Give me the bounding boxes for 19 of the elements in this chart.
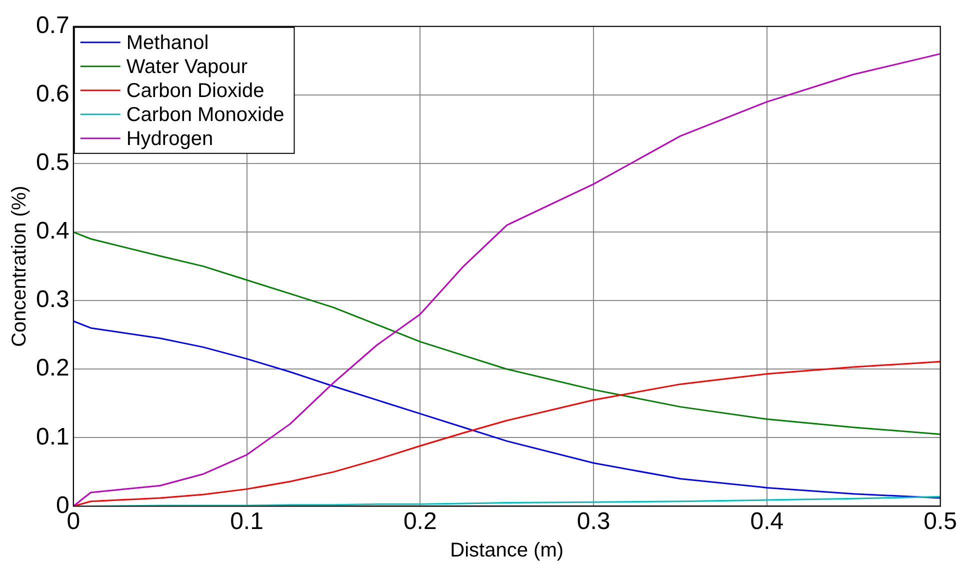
legend-label: Hydrogen [126,128,214,150]
y-tick-label: 0.1 [36,423,70,450]
y-axis-title: Concentration (%) [8,186,31,347]
y-tick-label: 0.3 [36,286,70,314]
legend-label: Carbon Monoxide [126,104,284,126]
legend-label: Methanol [126,32,209,54]
y-tick-label: 0.5 [36,149,70,176]
legend-label: Water Vapour [126,56,248,78]
y-tick-label: 0.7 [36,12,70,40]
y-tick-label: 0.4 [36,218,70,245]
y-tick-label: 0.2 [36,354,70,382]
x-tick-label: 0.3 [576,508,610,536]
x-axis-title: Distance (m) [450,540,564,562]
x-tick-label: 0.1 [230,508,264,536]
x-tick-label: 0.4 [750,508,784,536]
x-tick-label: 0.2 [403,508,437,536]
y-tick-label: 0.6 [36,80,70,108]
legend-label: Carbon Dioxide [126,80,264,102]
x-tick-label: 0.5 [924,508,958,536]
